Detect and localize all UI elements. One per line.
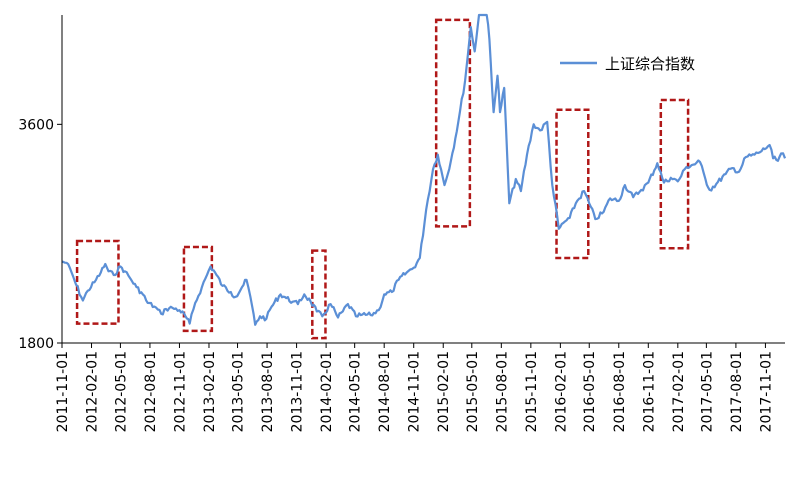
x-tick-label: 2015-02-01 xyxy=(436,351,452,432)
y-ticks: 1800 3600 xyxy=(18,117,62,352)
x-tick-label: 2014-11-01 xyxy=(407,351,423,432)
x-tick-label: 2013-05-01 xyxy=(231,351,247,432)
x-tick-label: 2015-08-01 xyxy=(494,351,510,432)
x-tick-label: 2016-08-01 xyxy=(612,351,628,432)
legend-label: 上证综合指数 xyxy=(605,55,695,73)
series-line-shanghai-composite xyxy=(61,13,787,326)
x-tick-label: 2014-02-01 xyxy=(319,351,335,432)
x-tick-label: 2016-05-01 xyxy=(582,351,598,432)
x-tick-label: 2012-08-01 xyxy=(143,351,159,432)
y-tick-label: 3600 xyxy=(18,117,54,133)
x-tick-label: 2014-05-01 xyxy=(348,351,364,432)
x-tick-label: 2013-08-01 xyxy=(260,351,276,432)
x-tick-label: 2016-02-01 xyxy=(553,351,569,432)
highlight-box xyxy=(434,18,472,228)
x-tick-label: 2013-02-01 xyxy=(202,351,218,432)
highlight-boxes xyxy=(75,18,690,340)
legend: 上证综合指数 xyxy=(560,55,695,73)
x-tick-label: 2013-11-01 xyxy=(290,351,306,432)
x-ticks: 2011-11-01 2012-02-01 2012-05-01 2012-08-01… xyxy=(55,343,774,432)
x-tick-label: 2014-08-01 xyxy=(377,351,393,432)
x-tick-label: 2012-11-01 xyxy=(172,351,188,432)
x-tick-label: 2011-11-01 xyxy=(55,351,71,432)
highlight-box xyxy=(182,245,214,333)
x-tick-label: 2015-11-01 xyxy=(524,351,540,432)
x-tick-label: 2012-05-01 xyxy=(113,351,129,432)
highlight-box xyxy=(555,108,590,260)
y-tick-label: 1800 xyxy=(18,336,54,352)
x-tick-label: 2012-02-01 xyxy=(85,351,101,432)
x-tick-label: 2017-11-01 xyxy=(758,351,774,432)
x-tick-label: 2017-05-01 xyxy=(699,351,715,432)
highlight-box xyxy=(75,239,120,325)
x-tick-label: 2017-02-01 xyxy=(671,351,687,432)
highlight-box xyxy=(659,98,690,250)
x-tick-label: 2016-11-01 xyxy=(641,351,657,432)
highlight-box xyxy=(311,249,327,340)
x-tick-label: 2017-08-01 xyxy=(729,351,745,432)
x-tick-label: 2015-05-01 xyxy=(465,351,481,432)
